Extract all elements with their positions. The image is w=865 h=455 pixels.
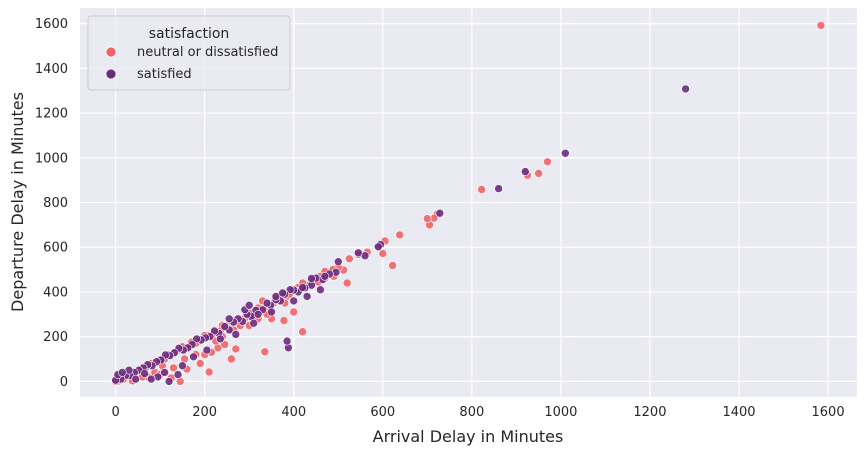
y-tick-label: 600 [43, 241, 68, 256]
data-point [289, 296, 299, 306]
data-point [271, 292, 281, 301]
data-point [302, 292, 312, 301]
x-tick-label: 800 [459, 405, 484, 420]
x-tick-label: 1200 [633, 405, 666, 420]
data-point [227, 354, 236, 364]
data-point [320, 271, 330, 281]
y-tick-label: 800 [43, 196, 68, 211]
y-tick-label: 200 [43, 330, 68, 345]
data-point [244, 300, 254, 310]
data-point [189, 352, 198, 362]
legend-label-satisfied: satisfied [137, 67, 192, 82]
data-point [560, 149, 570, 158]
data-point [543, 157, 552, 167]
x-tick-label: 600 [370, 405, 395, 420]
legend-label-neutral: neutral or dissatisfied [137, 45, 278, 60]
data-point [282, 336, 292, 346]
data-point [131, 374, 140, 384]
data-point [342, 278, 352, 288]
data-point [345, 254, 354, 264]
data-point [316, 285, 325, 295]
x-tick-label: 200 [192, 405, 217, 420]
data-point [164, 377, 174, 386]
y-tick-label: 1400 [35, 62, 68, 77]
data-point [146, 374, 156, 384]
data-point [298, 283, 307, 292]
data-point [195, 359, 205, 368]
data-point [249, 318, 258, 328]
y-tick-label: 1000 [35, 151, 68, 166]
y-tick-label: 1200 [35, 107, 68, 122]
data-point [477, 185, 486, 194]
data-point [178, 361, 187, 371]
data-point [140, 369, 149, 378]
data-point [210, 326, 219, 336]
legend-marker-satisfied [105, 68, 117, 80]
y-tick-labels: 0 200 400 600 800 1000 1200 1400 1600 [35, 17, 68, 390]
data-point [494, 184, 503, 193]
y-tick-label: 1600 [35, 17, 68, 32]
data-point [253, 309, 263, 319]
data-points [111, 21, 826, 386]
data-point [220, 340, 229, 349]
data-point [224, 314, 234, 324]
data-point [231, 330, 241, 339]
data-point [260, 347, 270, 357]
data-point [160, 368, 169, 377]
y-tick-label: 400 [43, 285, 68, 300]
legend-marker-neutral [105, 46, 117, 58]
data-point [395, 230, 405, 240]
data-point [118, 368, 127, 377]
x-tick-label: 0 [111, 405, 119, 420]
data-point [378, 249, 388, 258]
data-point [534, 169, 543, 178]
data-point [520, 167, 530, 176]
data-point [220, 322, 229, 331]
data-point [388, 261, 397, 270]
x-axis-label: Arrival Delay in Minutes [373, 427, 564, 446]
data-point [353, 248, 363, 258]
data-point [231, 344, 241, 354]
y-tick-label: 0 [60, 375, 68, 390]
data-point [681, 84, 690, 94]
x-tick-label: 400 [281, 405, 306, 420]
x-tick-label: 1400 [722, 405, 755, 420]
data-point [262, 298, 272, 308]
data-point [816, 21, 826, 30]
legend-box [87, 15, 291, 91]
data-point [307, 274, 316, 283]
data-point [173, 370, 183, 379]
x-tick-label: 1600 [812, 405, 845, 420]
legend: satisfaction neutral or dissatisfied sat… [87, 15, 291, 91]
data-point [278, 288, 287, 298]
x-tick-labels: 0 200 400 600 800 1000 1200 1400 1600 [111, 405, 844, 420]
data-point [373, 242, 383, 252]
data-point [279, 316, 289, 325]
data-point [298, 327, 307, 337]
data-point [435, 208, 445, 218]
data-point [192, 334, 201, 344]
data-point [289, 307, 299, 317]
data-point [216, 334, 225, 344]
x-tick-label: 1000 [544, 405, 577, 420]
data-point [267, 307, 276, 317]
series-satisfied [111, 84, 690, 386]
legend-title: satisfaction [149, 26, 230, 42]
y-axis-label: Departure Delay in Minutes [8, 92, 27, 312]
data-point [204, 367, 214, 377]
data-point [422, 214, 432, 223]
data-point [169, 363, 178, 373]
data-point [333, 257, 343, 267]
data-point [202, 345, 212, 355]
